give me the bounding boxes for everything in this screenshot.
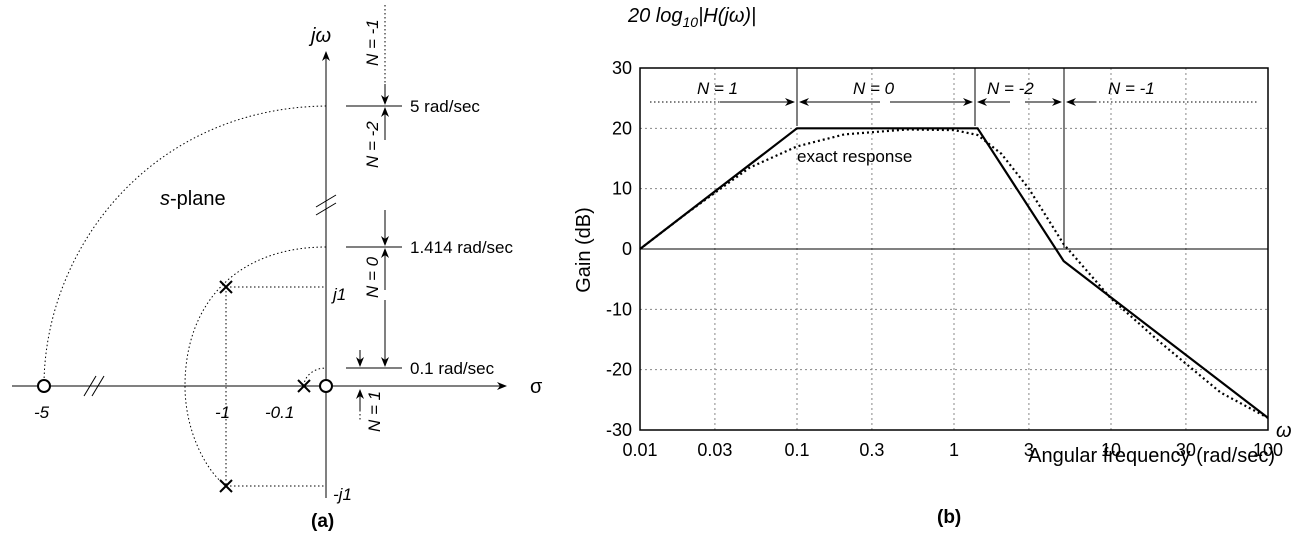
region-label: N = 0	[363, 256, 382, 298]
real-tick-label: -5	[34, 403, 50, 422]
sigma-label: σ	[530, 376, 543, 398]
omega-label: ω	[1276, 420, 1292, 442]
zero-marker	[37, 379, 51, 393]
y-tick-label: 0	[622, 239, 632, 259]
x-tick-label: 3	[1024, 440, 1034, 460]
zero-marker	[319, 379, 333, 393]
x-tick-label: 0.01	[622, 440, 657, 460]
s-plane-diagram: jω σ s-plane -5 -1 -0.1 j1 -j1 5 rad/sec…	[12, 5, 543, 532]
arc-1414-rad	[184, 246, 327, 487]
bode-plot: 0.01 0.03 0.1 0.3 1 3 10 30 1003020100-10-20-30 …	[573, 5, 1292, 528]
x-axis-label: Angular frequency (rad/sec)	[1028, 445, 1275, 467]
real-tick-label: -1	[215, 403, 230, 422]
imag-tick-label: j1	[331, 285, 346, 304]
caption-b: (b)	[937, 507, 961, 528]
y-axis-label: Gain (dB)	[573, 207, 595, 293]
arc-5-rad	[43, 105, 327, 387]
region-label: N = -1	[1108, 79, 1155, 98]
region-label: N = 0	[853, 79, 895, 98]
x-tick-label: 100	[1253, 440, 1283, 460]
freq-label: 0.1 rad/sec	[410, 359, 495, 378]
region-label: N = 1	[365, 391, 384, 432]
axis-break-mark	[83, 375, 97, 397]
y-tick-label: 20	[612, 118, 632, 138]
arc-01-rad	[303, 367, 327, 387]
real-tick-label: -0.1	[265, 403, 294, 422]
region-label: N = 1	[697, 79, 738, 98]
y-tick-label: -30	[606, 420, 632, 440]
exact-response-annotation: exact response	[797, 147, 912, 166]
axis-break-mark	[315, 202, 337, 216]
x-tick-label: 1	[949, 440, 959, 460]
jw-label: jω	[308, 25, 331, 47]
pole-marker	[219, 479, 233, 493]
x-tick-label: 0.1	[784, 440, 809, 460]
y-tick-label: -10	[606, 299, 632, 319]
region-label: N = -2	[363, 121, 382, 168]
plot-series	[639, 127, 1269, 419]
plot-grid	[640, 68, 1268, 430]
x-tick-label: 0.3	[859, 440, 884, 460]
x-tick-label: 30	[1176, 440, 1196, 460]
region-label: N = -1	[363, 19, 382, 66]
imag-tick-label: -j1	[333, 485, 352, 504]
exact-response-series	[639, 128, 1269, 419]
plot-frame	[639, 67, 1269, 431]
y-tick-label: 30	[612, 58, 632, 78]
s-plane-label: s-plane	[160, 188, 226, 210]
axis-break-mark	[91, 375, 105, 397]
freq-label: 1.414 rad/sec	[410, 238, 514, 257]
pole-marker	[297, 379, 311, 393]
x-tick-label: 10	[1101, 440, 1121, 460]
x-tick-label: 0.03	[697, 440, 732, 460]
pole-marker	[219, 280, 233, 294]
axis-break-mark	[315, 194, 337, 208]
caption-a: (a)	[311, 511, 334, 532]
asymptotic-series	[639, 127, 1269, 419]
plot-title: 20 log10|H(jω)|	[627, 5, 756, 30]
freq-label: 5 rad/sec	[410, 97, 480, 116]
y-tick-label: 10	[612, 179, 632, 199]
region-label: N = -2	[987, 79, 1034, 98]
y-tick-label: -20	[606, 360, 632, 380]
